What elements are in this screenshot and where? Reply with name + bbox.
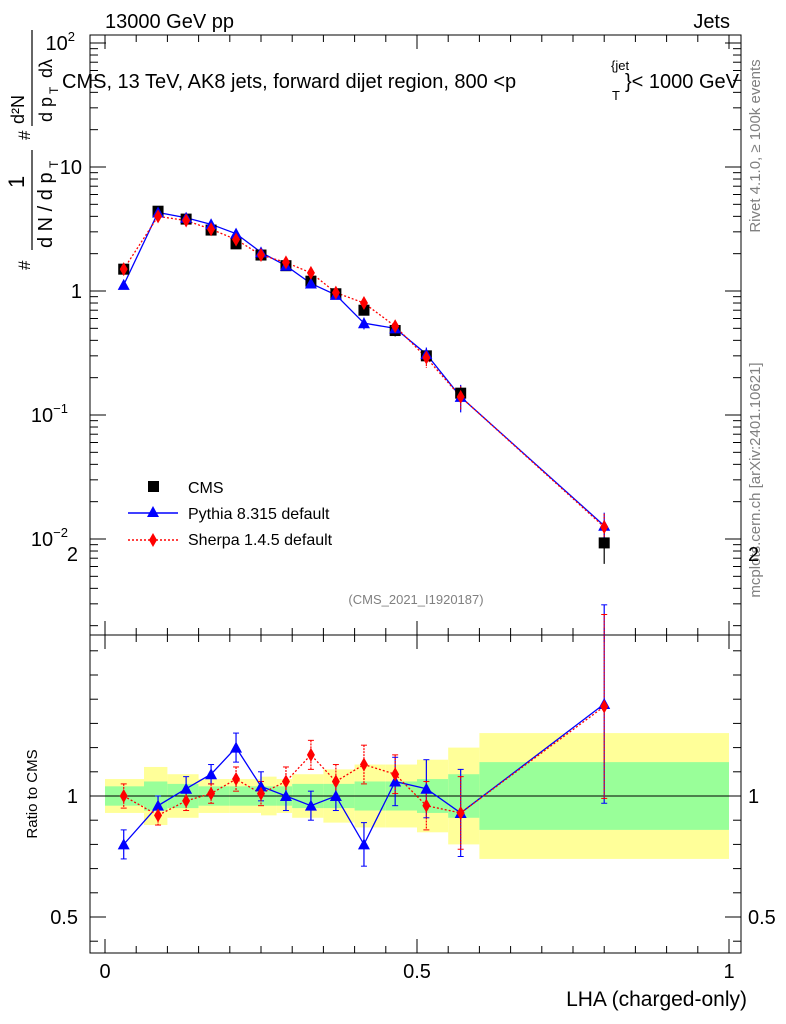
sherpa-point: [232, 232, 241, 247]
plot-title: CMS, 13 TeV, AK8 jets, forward dijet reg…: [62, 58, 740, 103]
legend-sherpa-marker: [149, 533, 157, 547]
main-plot-marks: [117, 205, 611, 564]
sherpa-point: [331, 285, 340, 300]
legend-sherpa-label: Sherpa 1.4.5 default: [188, 532, 333, 549]
sherpa-ratio-point: [207, 786, 216, 801]
energy-label: 13000 GeV pp: [105, 11, 234, 33]
sherpa-ratio-point: [391, 767, 400, 782]
pythia-ratio-point: [205, 768, 218, 780]
legend-cms-label: CMS: [188, 480, 224, 497]
sherpa-ratio-point: [422, 798, 431, 813]
title-subscript: T: [612, 88, 620, 103]
pythia-ratio-point: [329, 790, 342, 801]
x-tick-label: 0: [99, 961, 110, 983]
x-axis-label: LHA (charged-only): [566, 988, 747, 1011]
ylabel-hash2: #: [15, 130, 34, 140]
ylabel-t1: T: [47, 160, 61, 168]
pythia-ratio-point: [152, 799, 165, 811]
sherpa-ratio-line: [123, 705, 605, 817]
ratio-y-tick-label-left: 0.5: [50, 907, 78, 929]
sherpa-ratio-point: [232, 772, 241, 787]
sherpa-point: [600, 519, 609, 534]
pythia-ratio-point: [230, 741, 243, 753]
sherpa-ratio-point: [306, 747, 315, 762]
x-tick-label: 1: [723, 961, 734, 983]
pythia-ratio-point: [304, 799, 317, 811]
ratio-y-tick-label-right: 2: [748, 544, 759, 566]
legend: CMS Pythia 8.315 default Sherpa 1.4.5 de…: [128, 480, 333, 549]
ratio-y-tick-label-left: 2: [67, 544, 78, 566]
main-ylabel: # 1 d N / d p T # d²N d p T dλ: [4, 30, 61, 270]
pythia-ratio-point: [180, 782, 193, 794]
x-tick-label: 0.5: [403, 961, 431, 983]
ratio-plot-marks: [117, 604, 611, 867]
sherpa-ratio-point: [182, 793, 191, 808]
sherpa-point: [281, 255, 290, 270]
sherpa-point: [391, 319, 400, 334]
sherpa-ratio-point: [119, 789, 128, 803]
title-superscript: {jet: [611, 58, 629, 73]
ylabel-dlambda: dλ: [36, 59, 56, 78]
ratio-ylabel: Ratio to CMS: [24, 749, 41, 838]
y-tick-label: 1: [71, 281, 82, 303]
sherpa-point: [359, 296, 368, 311]
pythia-point: [357, 317, 370, 329]
sherpa-point: [119, 262, 128, 277]
legend-pythia-label: Pythia 8.315 default: [188, 506, 330, 523]
pythia-line: [123, 211, 605, 527]
jets-label: Jets: [693, 11, 730, 33]
pythia-point: [304, 277, 317, 289]
sherpa-point: [154, 209, 163, 224]
pythia-ratio-point: [357, 838, 370, 850]
sherpa-ratio-point: [359, 757, 368, 772]
title-main: CMS, 13 TeV, AK8 jets, forward dijet reg…: [62, 71, 516, 93]
ratio-axis-ticks: 0.5 0.5 1 1 2 2 0 0.5 1: [50, 544, 776, 983]
y-tick-label: 10−2: [31, 525, 68, 551]
ylabel-dndpt: d N / d p: [35, 172, 57, 248]
pythia-ratio-point: [420, 782, 433, 794]
y-tick-label: 10: [60, 157, 82, 179]
pythia-ratio-point: [255, 780, 267, 792]
legend-cms-marker: [148, 481, 159, 492]
title-end: }< 1000 GeV: [625, 71, 740, 93]
main-axis-ticks: 10−2 10−1 1 10 102: [31, 29, 741, 635]
sherpa-point: [456, 389, 465, 404]
ylabel-hash: #: [15, 260, 34, 270]
sherpa-ratio-point: [281, 774, 290, 789]
cms-point: [598, 537, 610, 549]
sherpa-point: [306, 265, 315, 280]
ylabel-one: 1: [4, 176, 29, 188]
sherpa-point: [257, 248, 265, 263]
ratio-y-tick-label-left: 1: [67, 786, 78, 808]
pythia-ratio-line: [123, 703, 605, 846]
ratio-plot-frame: [89, 634, 742, 954]
ratio-y-tick-label-right: 0.5: [748, 907, 776, 929]
ylabel-d2n: d²N: [8, 95, 28, 124]
y-tick-label: 102: [46, 29, 75, 55]
pythia-ratio-point: [279, 790, 292, 801]
sherpa-ratio-point: [331, 774, 340, 789]
y-tick-label: 10−1: [31, 401, 68, 427]
sherpa-point: [182, 213, 191, 228]
pythia-point: [117, 278, 130, 290]
sherpa-point: [207, 222, 216, 237]
cms-point: [358, 304, 370, 316]
ratio-bands: [90, 733, 741, 859]
rivet-label: Rivet 4.1.0, ≥ 100k events: [747, 59, 764, 232]
sherpa-ratio-point: [600, 699, 609, 714]
legend-pythia-marker: [147, 506, 159, 517]
ratio-y-tick-label-right: 1: [748, 786, 759, 808]
ylabel-dpt: d p: [36, 97, 56, 122]
ylabel-t2: T: [47, 86, 61, 94]
sherpa-ratio-point: [257, 786, 265, 801]
sherpa-ratio-point: [456, 805, 465, 820]
sherpa-point: [422, 350, 431, 365]
mcplots-label: mcplots.cern.ch [arXiv:2401.10621]: [747, 362, 764, 597]
sherpa-ratio-point: [154, 808, 163, 823]
analysis-label: (CMS_2021_I1920187): [348, 592, 483, 607]
pythia-ratio-point: [117, 838, 130, 850]
